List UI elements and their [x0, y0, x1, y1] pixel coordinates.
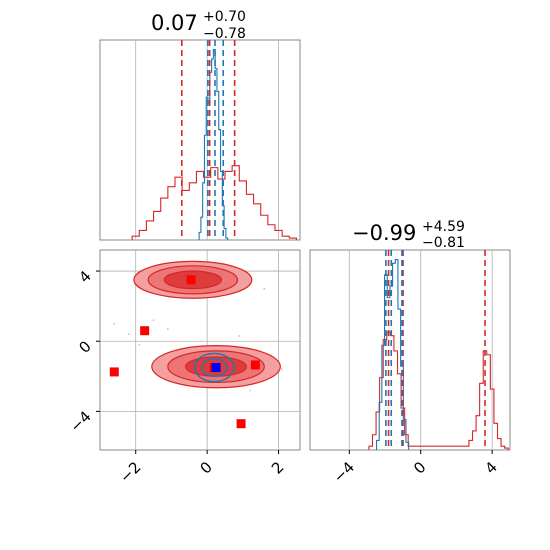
red-histogram-series	[131, 165, 297, 240]
histogram-x-title-minus: −0.78	[203, 26, 246, 42]
scatter-cloud-point-2	[166, 328, 169, 330]
histogram-x-frame	[99, 39, 301, 241]
histogram-y-frame	[309, 249, 511, 451]
histogram-y-title-plus: +4.59	[422, 219, 465, 235]
scatter-x-tick-label-1: 0	[196, 458, 215, 477]
histogram-y-tick-label-2: 4	[481, 458, 500, 477]
scatter-cloud-point-9	[138, 343, 141, 346]
red-marker-1	[140, 326, 150, 336]
scatter-cloud-point-4	[281, 368, 284, 371]
scatter-y-tick-label-0: −4	[66, 408, 94, 436]
histogram-y-tick-label-0: −4	[330, 458, 358, 486]
red-marker-2	[109, 367, 119, 377]
scatter-y-tick-label-1: 0	[75, 337, 94, 356]
scatter-cloud-point-1	[127, 333, 130, 336]
scatter-content	[109, 260, 284, 429]
scatter-x-ticks: −2 0 2	[116, 450, 287, 486]
red-marker-0	[186, 275, 196, 285]
histogram-y-panel: −4 0 4 −0.99 +4.59 −0.81	[309, 219, 511, 486]
histogram-x-title-plus: +0.70	[203, 9, 246, 25]
scatter-y-ticks: −4 0 4	[66, 267, 100, 436]
histogram-x-content	[131, 40, 297, 240]
histogram-y-content	[368, 250, 509, 450]
scatter-x-tick-label-2: 2	[268, 458, 287, 477]
histogram-y-title-main: −0.99	[352, 221, 416, 245]
scatter-cloud-point-10	[238, 335, 241, 337]
scatter-cloud-point-11	[274, 270, 276, 272]
blue-contour-0	[193, 352, 235, 383]
scatter-cloud-point-8	[263, 287, 266, 290]
scatter-y-tick-label-2: 4	[75, 267, 94, 286]
blue-contour-1	[201, 358, 228, 378]
blue-marker-0	[211, 363, 221, 373]
red-marker-3	[250, 360, 260, 370]
scatter-cloud-point-6	[249, 389, 251, 392]
histogram-x-panel: 0.07 +0.70 −0.78	[99, 9, 301, 241]
histogram-y-grid	[348, 250, 493, 450]
scatter-x-tick-label-0: −2	[116, 458, 144, 486]
histogram-y-title-minus: −0.81	[422, 235, 465, 251]
histogram-y-x-ticks: −4 0 4	[330, 450, 501, 486]
scatter-cloud-point-0	[152, 319, 155, 322]
red-histogram-series	[368, 331, 509, 450]
scatter-cloud-point-7	[113, 322, 116, 325]
scatter-panel: −2 0 2 −4 0 4	[66, 249, 301, 486]
histogram-x-title-main: 0.07	[151, 11, 198, 35]
red-marker-4	[236, 419, 246, 429]
histogram-y-tick-label-1: 0	[410, 458, 429, 477]
